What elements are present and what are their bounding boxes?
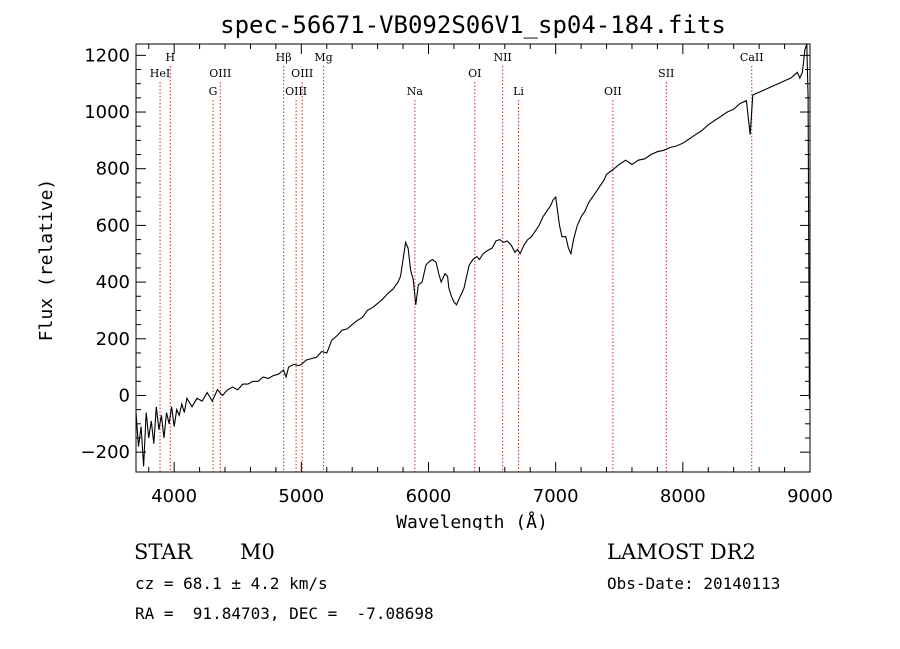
- y-tick-label: −200: [81, 442, 130, 463]
- x-tick-label: 7000: [533, 486, 579, 507]
- plot-frame: [135, 43, 811, 473]
- y-tick-label: 800: [96, 159, 130, 180]
- line-label-0: HeI: [150, 67, 170, 80]
- line-label-8: Na: [407, 85, 424, 98]
- y-tick-label: 400: [96, 272, 130, 293]
- line-label-13: SII: [658, 67, 674, 80]
- y-tick-label: 1200: [84, 45, 130, 66]
- spectrum-line: [135, 43, 810, 467]
- object-type: STAR: [134, 540, 193, 564]
- object-subclass: M0: [240, 540, 275, 564]
- observation-date: Obs-Date: 20140113: [607, 574, 781, 593]
- y-tick-label: 0: [119, 385, 130, 406]
- line-label-7: Mg: [314, 51, 332, 64]
- spectrum-chart: spec-56671-VB092S06V1_sp04-184.fits HeI H…: [36, 11, 833, 530]
- x-tick-label: 4000: [151, 486, 197, 507]
- redshift-velocity: cz = 68.1 ± 4.2 km/s: [135, 574, 328, 593]
- line-label-6: OIII: [291, 67, 313, 80]
- chart-title: spec-56671-VB092S06V1_sp04-184.fits: [220, 11, 726, 39]
- coordinates: RA = 91.84703, DEC = -7.08698: [135, 604, 434, 623]
- y-tick-label: 1000: [84, 102, 130, 123]
- x-tick-label: 6000: [406, 486, 452, 507]
- line-label-10: NII: [493, 51, 511, 64]
- x-axis: 4000 5000 6000 7000 8000 9000: [148, 44, 833, 507]
- y-axis-label: Flux (relative): [36, 179, 57, 342]
- line-label-9: OI: [468, 67, 481, 80]
- y-tick-label: 200: [96, 329, 130, 350]
- line-label-11: Li: [513, 85, 524, 98]
- x-tick-label: 8000: [660, 486, 706, 507]
- x-axis-label: Wavelength (Å): [396, 511, 548, 530]
- y-axis: −200 0 200 400 600 800 1000 1200: [81, 45, 810, 463]
- line-label-2: OIII: [209, 67, 231, 80]
- survey-name: LAMOST DR2: [607, 540, 756, 564]
- line-label-3: G: [209, 85, 218, 98]
- x-tick-label: 5000: [278, 486, 324, 507]
- line-label-4: Hβ: [276, 51, 292, 64]
- line-label-12: OII: [604, 85, 622, 98]
- line-label-1: H: [166, 51, 176, 64]
- line-label-14: CaII: [740, 51, 764, 64]
- x-tick-label: 9000: [787, 486, 833, 507]
- y-tick-label: 600: [96, 215, 130, 236]
- line-label-5: OIII: [285, 85, 307, 98]
